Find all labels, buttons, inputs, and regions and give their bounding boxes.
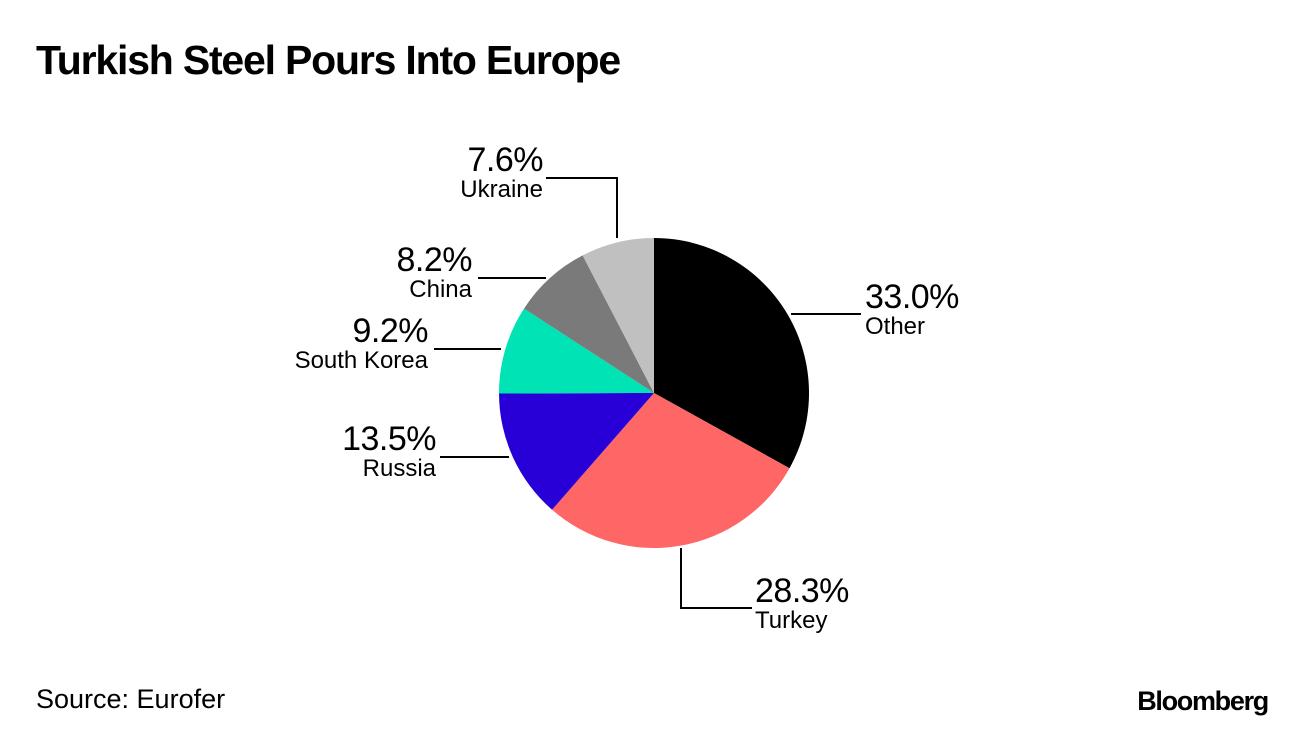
label-south-korea-value: 9.2% (352, 312, 429, 350)
pie-slice-south-korea (498, 308, 654, 394)
label-ukraine-value: 7.6% (467, 141, 544, 179)
chart-title: Turkish Steel Pours Into Europe (36, 37, 621, 83)
label-russia-name: Russia (362, 455, 436, 482)
label-turkey: 28.3% Turkey (755, 574, 849, 633)
leader-line-turkey (680, 548, 752, 609)
label-russia-value: 13.5% (342, 420, 436, 458)
label-russia: 13.5% Russia (342, 422, 436, 481)
pie-slice-turkey (552, 393, 790, 549)
pie-slice-ukraine (582, 238, 654, 393)
label-other-value: 33.0% (865, 278, 959, 316)
pie-slice-other (654, 238, 810, 469)
leader-line-ukraine (546, 177, 618, 238)
pie-slice-china (524, 255, 654, 393)
pie-slice-russia (499, 393, 654, 510)
label-ukraine-name: Ukraine (460, 176, 543, 203)
leader-lines (434, 177, 861, 609)
label-china: 8.2% China (397, 243, 473, 302)
source-note: Source: Eurofer (36, 684, 226, 714)
pie-slices (498, 238, 810, 549)
label-china-value: 8.2% (396, 241, 473, 279)
label-ukraine: 7.6% Ukraine (460, 143, 543, 202)
bloomberg-logo: Bloomberg (1137, 686, 1269, 716)
label-turkey-value: 28.3% (755, 572, 849, 610)
label-south-korea-name: South Korea (294, 347, 428, 374)
label-china-name: China (409, 276, 472, 303)
label-south-korea: 9.2% South Korea (294, 312, 429, 374)
label-other: 33.0% Other (865, 280, 959, 339)
label-other-name: Other (865, 313, 926, 340)
label-turkey-name: Turkey (755, 607, 828, 634)
